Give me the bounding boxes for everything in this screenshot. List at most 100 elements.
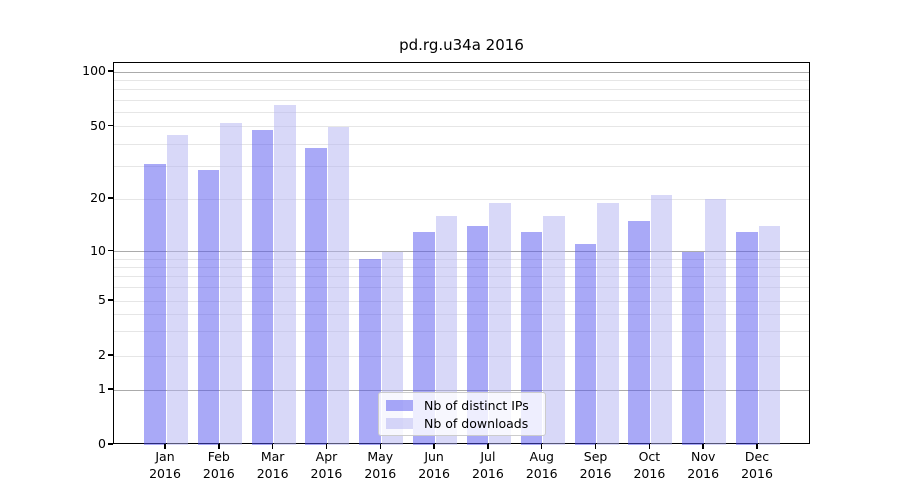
minor-gridline	[114, 313, 809, 315]
y-tick-label: 1	[98, 381, 106, 396]
bar-distinct-ips	[305, 148, 327, 445]
x-tick-label: Dec 2016	[725, 449, 789, 482]
x-tick-year: 2016	[202, 465, 235, 481]
bar-distinct-ips	[197, 169, 220, 445]
bar-downloads	[435, 215, 458, 445]
x-tick-mark	[218, 444, 220, 449]
minor-gridline	[114, 111, 809, 113]
minor-gridline	[114, 287, 809, 289]
x-tick-label: Aug 2016	[510, 449, 574, 482]
bar-downloads	[166, 134, 188, 445]
x-tick-label: Jun 2016	[402, 449, 466, 482]
y-tick-mark	[108, 388, 113, 390]
x-tick-month: Jan	[155, 449, 175, 464]
bar-downloads	[489, 202, 511, 445]
x-tick-label: Nov 2016	[671, 449, 735, 482]
x-tick-month: Mar	[260, 449, 285, 464]
major-gridline	[114, 71, 809, 73]
bar-downloads	[650, 195, 673, 445]
x-tick-year: 2016	[525, 465, 558, 481]
y-tick-label: 2	[98, 347, 106, 362]
x-tick-month: May	[367, 449, 394, 464]
x-tick-label: Jul 2016	[456, 449, 520, 482]
x-tick-month: Apr	[315, 449, 338, 464]
bar-distinct-ips	[251, 129, 274, 445]
bar-downloads	[327, 126, 350, 445]
x-tick-mark	[271, 444, 274, 449]
bar-distinct-ips	[628, 220, 650, 445]
x-tick-year: 2016	[149, 465, 181, 481]
legend: Nb of distinct IPs Nb of downloads	[378, 392, 546, 436]
x-tick-mark	[164, 444, 166, 449]
minor-gridline	[114, 276, 809, 278]
x-tick-label: Oct 2016	[617, 449, 681, 482]
bar-downloads	[274, 104, 296, 445]
bar-distinct-ips	[413, 231, 435, 445]
bar-downloads	[543, 215, 565, 445]
y-tick-label: 10	[90, 242, 106, 258]
legend-label-downloads: Nb of downloads	[424, 415, 529, 431]
minor-gridline	[114, 89, 809, 91]
x-tick-mark	[702, 444, 704, 449]
x-tick-mark	[379, 444, 382, 449]
x-tick-month: Jul	[480, 449, 496, 464]
x-tick-label: Apr 2016	[294, 449, 358, 482]
x-tick-label: Mar 2016	[241, 449, 305, 482]
x-tick-mark	[648, 444, 651, 449]
minor-gridline	[114, 143, 809, 145]
bar-distinct-ips	[520, 231, 543, 445]
x-tick-mark	[594, 444, 597, 449]
legend-entry-distinct-ips: Nb of distinct IPs	[386, 398, 545, 413]
y-tick-mark	[108, 70, 113, 72]
y-tick-label: 100	[82, 63, 106, 78]
y-tick-mark	[108, 124, 113, 127]
bar-distinct-ips	[466, 226, 489, 445]
legend-swatch-distinct-ips	[386, 399, 413, 411]
y-tick-mark	[108, 443, 113, 445]
y-tick-label: 5	[98, 292, 106, 307]
bar-downloads	[597, 202, 619, 445]
x-tick-mark	[487, 444, 489, 449]
minor-gridline	[114, 126, 809, 127]
x-tick-month: Sep	[583, 449, 608, 464]
legend-entry-downloads: Nb of downloads	[386, 416, 545, 431]
x-tick-year: 2016	[472, 465, 504, 481]
x-tick-year: 2016	[418, 465, 450, 481]
bar-distinct-ips	[574, 244, 597, 445]
minor-gridline	[114, 166, 809, 168]
x-tick-year: 2016	[256, 465, 289, 481]
x-tick-year: 2016	[579, 465, 612, 481]
x-tick-label: Jan 2016	[133, 449, 197, 482]
y-tick-label: 0	[98, 436, 106, 451]
x-tick-mark	[756, 444, 758, 449]
minor-gridline	[114, 300, 809, 302]
minor-gridline	[114, 198, 809, 200]
bar-distinct-ips	[144, 164, 166, 445]
bar-downloads	[704, 199, 727, 445]
legend-label-distinct-ips: Nb of distinct IPs	[424, 397, 529, 413]
x-tick-label: Sep 2016	[564, 449, 628, 482]
bar-distinct-ips	[736, 231, 758, 445]
x-tick-year: 2016	[741, 465, 773, 481]
minor-gridline	[114, 79, 809, 81]
bar-distinct-ips	[682, 251, 704, 445]
x-tick-label: May 2016	[348, 449, 412, 482]
x-tick-month: Dec	[744, 449, 770, 464]
y-tick-mark	[108, 249, 113, 252]
major-gridline	[114, 251, 809, 252]
minor-gridline	[114, 99, 809, 101]
major-gridline	[114, 389, 809, 391]
legend-swatch-downloads	[386, 417, 413, 429]
x-tick-month: Oct	[638, 449, 661, 464]
x-tick-year: 2016	[310, 465, 343, 481]
plot-area	[113, 62, 810, 445]
y-tick-mark	[108, 197, 113, 199]
x-tick-month: Jun	[424, 449, 444, 464]
bar-downloads	[220, 123, 242, 445]
minor-gridline	[114, 331, 809, 333]
y-tick-mark	[108, 354, 113, 356]
minor-gridline	[114, 258, 809, 260]
x-tick-year: 2016	[687, 465, 720, 481]
x-tick-month: Feb	[207, 449, 230, 464]
y-tick-label: 20	[90, 190, 106, 205]
